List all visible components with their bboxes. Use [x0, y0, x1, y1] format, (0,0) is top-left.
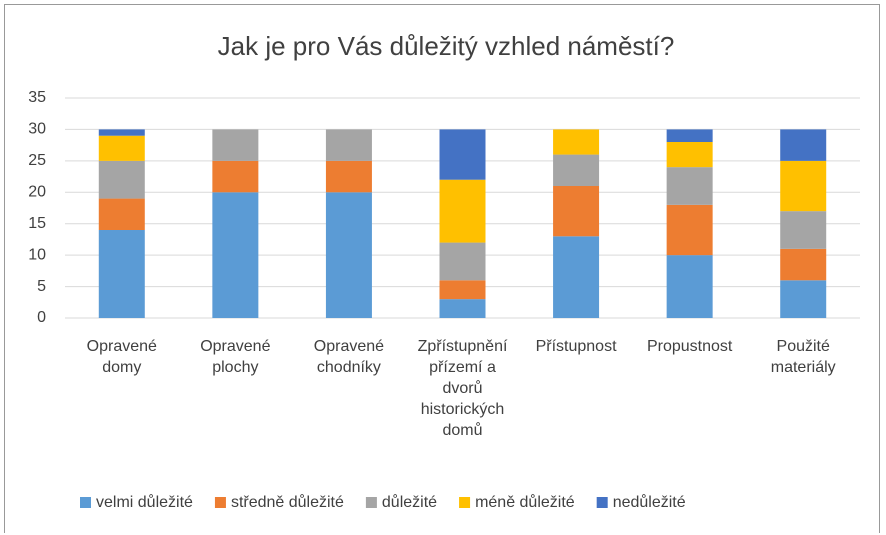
bar-segment — [439, 280, 486, 300]
bar-segment — [780, 248, 827, 281]
bar-segment — [553, 129, 600, 155]
legend-label: velmi důležité — [96, 493, 193, 511]
bar-segment — [553, 236, 600, 318]
bar-segment — [325, 192, 372, 318]
frame — [4, 4, 880, 533]
bar-segment — [325, 160, 372, 193]
legend-swatch — [596, 497, 608, 508]
bar-segment — [666, 255, 713, 318]
bar-segment — [553, 154, 600, 186]
x-tick-label: Opravené domy — [86, 338, 157, 376]
legend-swatch — [459, 497, 471, 508]
bar-segment — [98, 230, 145, 318]
legend-label: důležité — [382, 493, 437, 511]
x-tick-label: Přístupnost — [535, 338, 617, 355]
bar-segment — [98, 135, 145, 161]
bar-segment — [780, 129, 827, 161]
legend-swatch — [214, 497, 226, 508]
legend-label: méně důležité — [475, 493, 575, 511]
x-tick-label: Propustnost — [646, 338, 733, 355]
bar-segment — [212, 129, 259, 161]
legend-swatch — [80, 497, 91, 508]
bar-segment — [780, 211, 827, 249]
bar-segment — [439, 129, 486, 180]
bar-segment — [212, 192, 259, 318]
y-tick-label: 20 — [28, 184, 46, 201]
bar-segment — [325, 129, 372, 161]
x-tick-label: Zpřístupnění přízemí a dvorů historickýc… — [417, 338, 508, 439]
bar-segment — [212, 160, 259, 193]
x-tick-label: Opravené plochy — [200, 338, 271, 376]
legend-label: středně důležité — [231, 493, 344, 511]
y-tick-label: 0 — [37, 309, 46, 326]
x-tick-label: Použité materiály — [770, 338, 836, 376]
legend-label: nedůležité — [613, 493, 686, 511]
bar-segment — [666, 204, 713, 256]
y-tick-label: 35 — [28, 89, 46, 106]
legend-swatch — [365, 497, 377, 508]
bar-segment — [98, 160, 145, 199]
bar-segment — [98, 129, 145, 136]
bar-segment — [98, 198, 145, 230]
bar-segment — [666, 167, 713, 205]
bar-segment — [439, 299, 486, 318]
bar-segment — [439, 179, 486, 243]
bar-segment — [780, 160, 827, 212]
chart-title: Jak je pro Vás důležitý vzhled náměstí? — [218, 31, 675, 61]
y-tick-label: 30 — [28, 121, 46, 138]
y-tick-label: 25 — [28, 152, 46, 169]
bar-segment — [666, 142, 713, 168]
bar-segment — [780, 280, 827, 318]
bar-segment — [553, 186, 600, 237]
bar-segment — [439, 242, 486, 281]
y-tick-label: 5 — [37, 278, 46, 295]
bar-segment — [666, 129, 713, 142]
y-tick-label: 10 — [28, 246, 46, 263]
y-tick-label: 15 — [28, 215, 46, 232]
x-tick-label: Opravené chodníky — [313, 338, 385, 376]
